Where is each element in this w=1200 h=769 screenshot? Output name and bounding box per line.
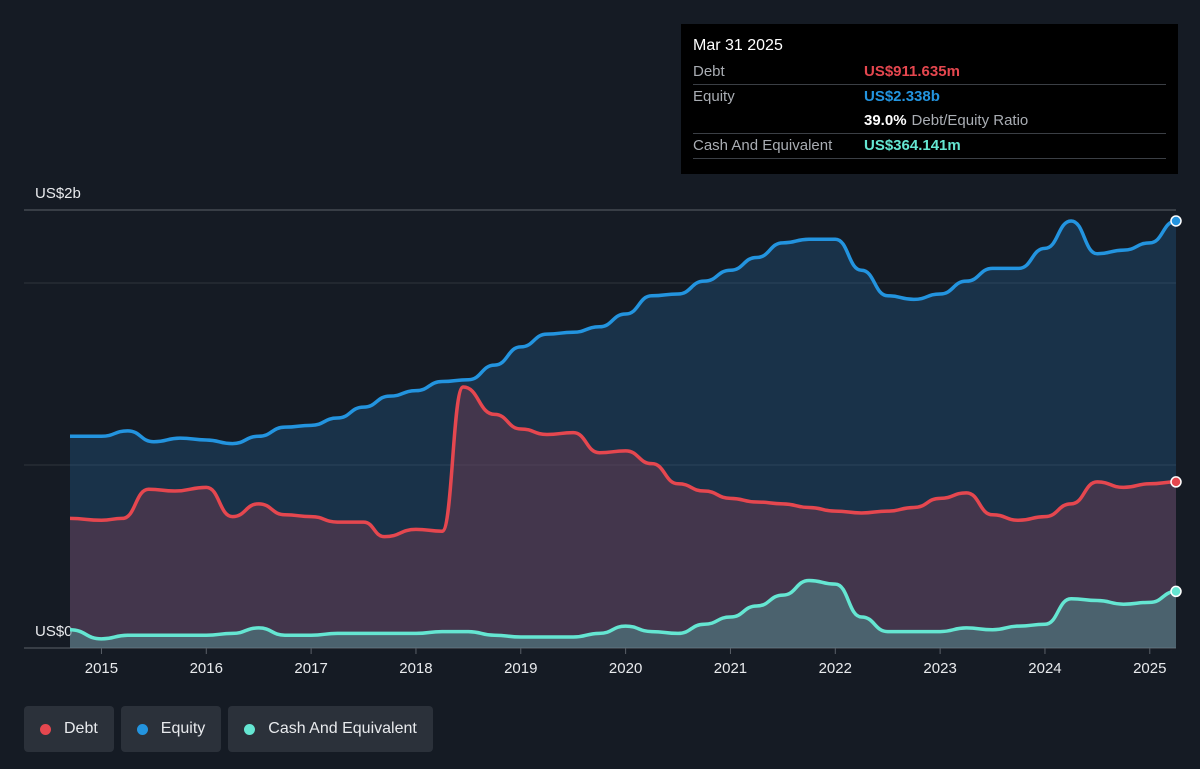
- tooltip-panel: Mar 31 2025 Debt US$911.635m Equity US$2…: [681, 24, 1178, 174]
- y-axis-top-label: US$2b: [35, 185, 81, 202]
- x-tick-label: 2023: [923, 660, 956, 677]
- x-tick-label: 2018: [399, 660, 432, 677]
- tooltip-date: Mar 31 2025: [693, 37, 783, 54]
- equity-series-line: [70, 219, 1177, 446]
- debt-equity-chart: US$2b US$0 2015 2016 2017 2018 2019 2020 2021 202…: [24, 185, 1182, 677]
- legend-item-equity[interactable]: Equity: [120, 706, 222, 752]
- tooltip-cash-label: Cash And Equivalent: [693, 137, 833, 154]
- tooltip-row-ratio: 39.0% Debt/Equity Ratio: [693, 109, 1166, 134]
- equity-dot-icon: [136, 723, 148, 735]
- debt-end-point: [1170, 476, 1182, 488]
- cash-series-line: [69, 578, 1177, 641]
- tooltip-row-debt: Debt US$911.635m: [693, 60, 1166, 85]
- x-tick-label: 2015: [85, 660, 118, 677]
- x-tick-label: 2016: [190, 660, 223, 677]
- tooltip-debt-label: Debt: [693, 63, 725, 80]
- debt-area: [70, 387, 1176, 648]
- equity-area: [70, 220, 1176, 648]
- debt-series-line: [69, 385, 1177, 539]
- tooltip-cash-value: US$364.141m: [864, 137, 961, 154]
- y-axis-bottom-label: US$0: [35, 623, 73, 640]
- tooltip-row-equity: Equity US$2.338b: [693, 85, 1166, 109]
- x-tick-label: 2025: [1133, 660, 1166, 677]
- legend-label-debt: Debt: [64, 720, 98, 737]
- x-tick-label: 2020: [609, 660, 642, 677]
- equity-end-point: [1170, 215, 1182, 227]
- legend-item-cash[interactable]: Cash And Equivalent: [228, 706, 433, 752]
- tooltip-ratio-value: 39.0%: [864, 112, 907, 129]
- x-tick-label: 2019: [504, 660, 537, 677]
- tooltip-equity-label: Equity: [693, 88, 735, 105]
- cash-end-point: [1170, 585, 1182, 598]
- tooltip-debt-value: US$911.635m: [864, 63, 960, 80]
- tooltip-equity-value: US$2.338b: [864, 88, 940, 105]
- x-tick-label: 2021: [714, 660, 747, 677]
- x-tick-label: 2017: [294, 660, 327, 677]
- legend-label-cash: Cash And Equivalent: [268, 720, 417, 737]
- x-tick-label: 2024: [1028, 660, 1061, 677]
- cash-area: [70, 580, 1176, 648]
- debt-dot-icon: [40, 723, 51, 735]
- cash-dot-icon: [244, 723, 256, 735]
- tooltip-row-cash: Cash And Equivalent US$364.141m: [693, 134, 1166, 159]
- chart-legend: Debt Equity Cash And Equivalent: [24, 706, 433, 752]
- legend-label-equity: Equity: [160, 720, 206, 737]
- tooltip-ratio-label: Debt/Equity Ratio: [911, 112, 1029, 129]
- legend-item-debt[interactable]: Debt: [24, 706, 114, 752]
- x-tick-label: 2022: [819, 660, 852, 677]
